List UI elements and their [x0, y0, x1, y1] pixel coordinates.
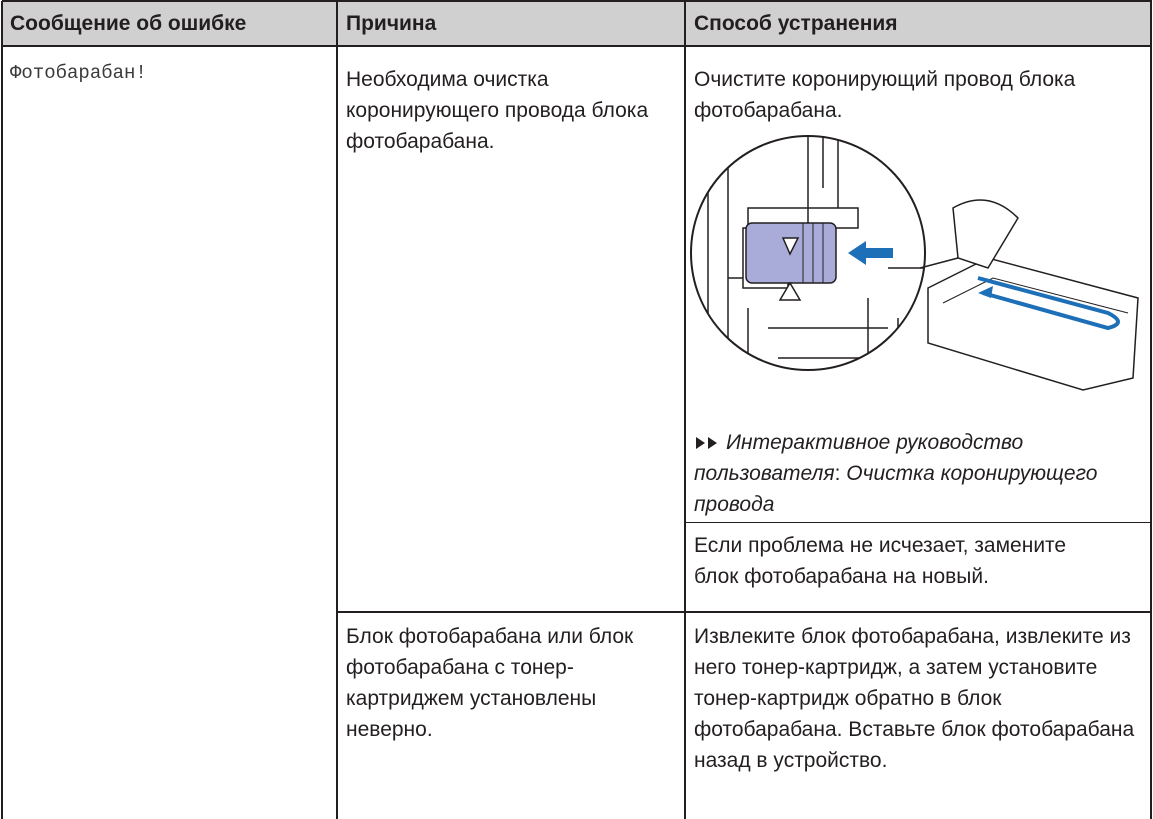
reference-icon [696, 437, 717, 449]
border [337, 611, 1152, 613]
solution: Извлеките блок фотобарабана, извлеките и… [694, 625, 1135, 772]
border [2, 45, 1152, 47]
border [684, 1, 686, 819]
border [336, 1, 338, 819]
topic-link: Очистка коронирующего провода [694, 462, 1098, 516]
border [1150, 1, 1152, 819]
cause: Необходима очистка коронирующего провода… [346, 68, 649, 153]
header-row [2, 1, 1150, 46]
solution: Очистите коронирующий провод блока фотоб… [694, 68, 1076, 122]
guide-link: Интерактивное руководство пользователя [694, 431, 1024, 485]
reference: Интерактивное руководство пользователя: … [694, 427, 1144, 520]
border [1, 1, 3, 819]
header-cell: Способ устранения [694, 12, 898, 35]
error-message: Фотобарабан! [10, 62, 147, 84]
border [2, 0, 1152, 2]
separator [686, 522, 1150, 523]
note: Если проблема не исчезает, замените блок… [694, 534, 1067, 588]
header-cell: Сообщение об ошибке [10, 12, 247, 35]
separator-text: : [834, 462, 841, 485]
illustration [690, 135, 1139, 391]
cause: Блок фотобарабана или блок фотобарабана … [346, 625, 634, 741]
header-cell: Причина [346, 12, 437, 35]
